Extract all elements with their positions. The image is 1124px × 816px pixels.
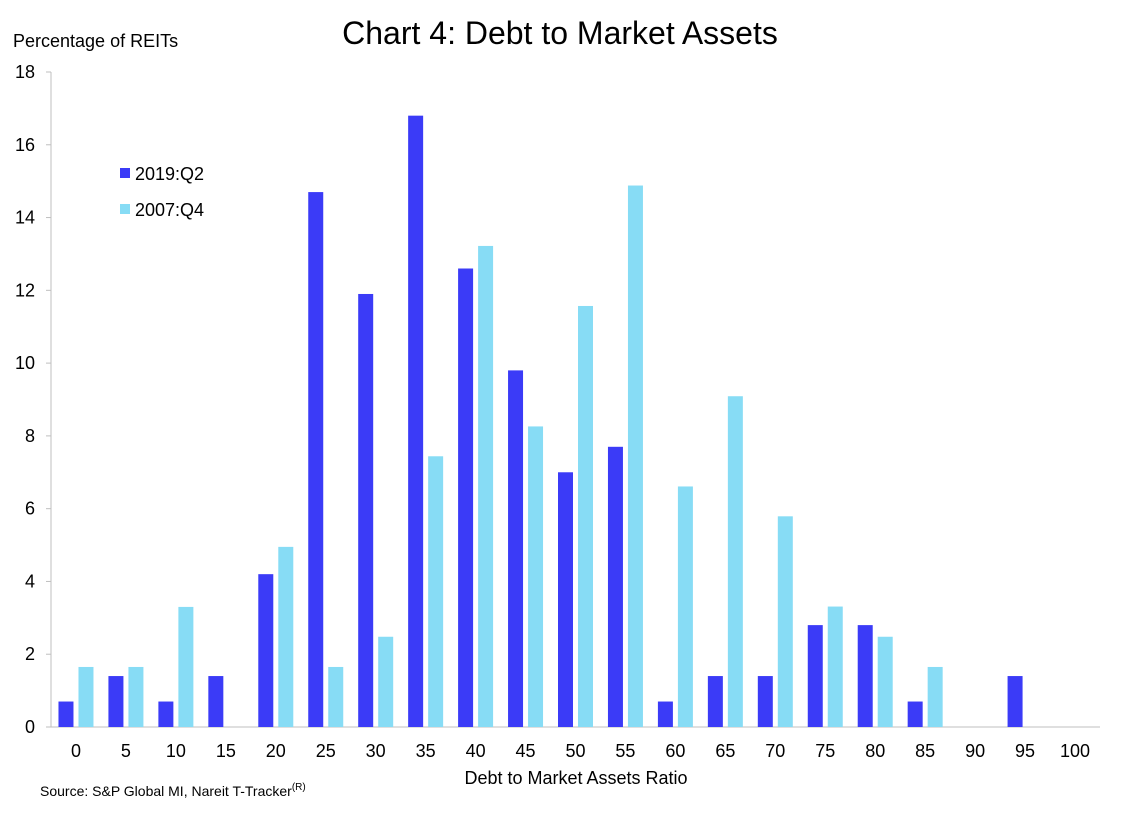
x-tick-label: 40 xyxy=(466,741,486,761)
bar-2007-q4 xyxy=(428,456,444,727)
x-tick-label: 70 xyxy=(765,741,785,761)
y-tick-label: 0 xyxy=(25,717,35,737)
bar-2007-q4 xyxy=(128,666,144,727)
y-tick-label: 6 xyxy=(25,499,35,519)
x-tick-label: 55 xyxy=(615,741,635,761)
source-superscript: (R) xyxy=(292,782,306,793)
bar-2007-q4 xyxy=(677,486,693,727)
bar-2019-q2 xyxy=(158,701,174,727)
bar-2007-q4 xyxy=(328,666,344,727)
x-tick-label: 45 xyxy=(516,741,536,761)
bar-2019-q2 xyxy=(857,625,873,727)
x-tick-label: 25 xyxy=(316,741,336,761)
x-tick-label: 75 xyxy=(815,741,835,761)
bar-2019-q2 xyxy=(657,701,673,727)
bar-2019-q2 xyxy=(458,268,474,727)
bar-2007-q4 xyxy=(827,606,843,727)
y-tick-label: 18 xyxy=(15,62,35,82)
bar-2007-q4 xyxy=(727,396,743,727)
bar-2019-q2 xyxy=(358,293,374,727)
bar-2019-q2 xyxy=(208,676,224,727)
y-tick-label: 12 xyxy=(15,280,35,300)
y-axis-label: Percentage of REITs xyxy=(13,31,178,51)
x-tick-label: 5 xyxy=(121,741,131,761)
bar-2019-q2 xyxy=(258,574,274,727)
bar-2019-q2 xyxy=(58,701,74,727)
legend-swatch xyxy=(120,204,130,214)
bar-2007-q4 xyxy=(528,426,544,727)
bar-2007-q4 xyxy=(877,636,893,727)
chart-title: Chart 4: Debt to Market Assets xyxy=(342,15,778,51)
x-tick-label: 10 xyxy=(166,741,186,761)
bar-2019-q2 xyxy=(408,115,424,727)
bar-2019-q2 xyxy=(707,676,723,727)
y-tick-label: 14 xyxy=(15,208,35,228)
x-tick-label: 30 xyxy=(366,741,386,761)
legend-label: 2007:Q4 xyxy=(135,200,204,220)
bar-2007-q4 xyxy=(178,606,194,727)
legend-swatch xyxy=(120,168,130,178)
bar-2007-q4 xyxy=(378,636,394,727)
x-tick-label: 85 xyxy=(915,741,935,761)
bar-2007-q4 xyxy=(927,666,943,727)
bar-2019-q2 xyxy=(308,192,324,728)
x-tick-label: 100 xyxy=(1060,741,1090,761)
y-tick-label: 4 xyxy=(25,571,35,591)
bar-2007-q4 xyxy=(777,516,793,727)
x-tick-label: 15 xyxy=(216,741,236,761)
bar-2007-q4 xyxy=(627,185,643,728)
y-tick-label: 16 xyxy=(15,135,35,155)
bar-2019-q2 xyxy=(508,370,524,727)
bar-2019-q2 xyxy=(807,625,823,727)
x-tick-label: 20 xyxy=(266,741,286,761)
y-tick-label: 10 xyxy=(15,353,35,373)
bar-2019-q2 xyxy=(607,446,623,727)
bar-2007-q4 xyxy=(578,305,593,727)
x-tick-label: 50 xyxy=(565,741,585,761)
legend-label: 2019:Q2 xyxy=(135,164,204,184)
plot-area: 0 2 4 6 8 10 12 14 16 18 0 5 10 15 20 25 30 35 40 45 50 55 60 6… xyxy=(15,62,1100,761)
bar-2019-q2 xyxy=(108,676,124,727)
y-tick-label: 8 xyxy=(25,426,35,446)
bar-2019-q2 xyxy=(1007,676,1023,727)
source-text: Source: S&P Global MI, Nareit T-Tracker xyxy=(40,783,292,799)
y-tick-label: 2 xyxy=(25,644,35,664)
source-note: Source: S&P Global MI, Nareit T-Tracker(… xyxy=(40,782,306,799)
x-tick-label: 95 xyxy=(1015,741,1035,761)
x-axis-label: Debt to Market Assets Ratio xyxy=(464,768,687,788)
x-tick-label: 60 xyxy=(665,741,685,761)
bar-2007-q4 xyxy=(78,666,94,727)
x-tick-label: 80 xyxy=(865,741,885,761)
bar-2007-q4 xyxy=(278,546,294,727)
bar-2019-q2 xyxy=(558,472,573,727)
x-tick-label: 65 xyxy=(715,741,735,761)
bar-2019-q2 xyxy=(907,701,923,727)
x-tick-label: 90 xyxy=(965,741,985,761)
bar-2019-q2 xyxy=(757,676,773,727)
x-tick-label: 0 xyxy=(71,741,81,761)
bar-2007-q4 xyxy=(478,245,494,727)
x-tick-label: 35 xyxy=(416,741,436,761)
